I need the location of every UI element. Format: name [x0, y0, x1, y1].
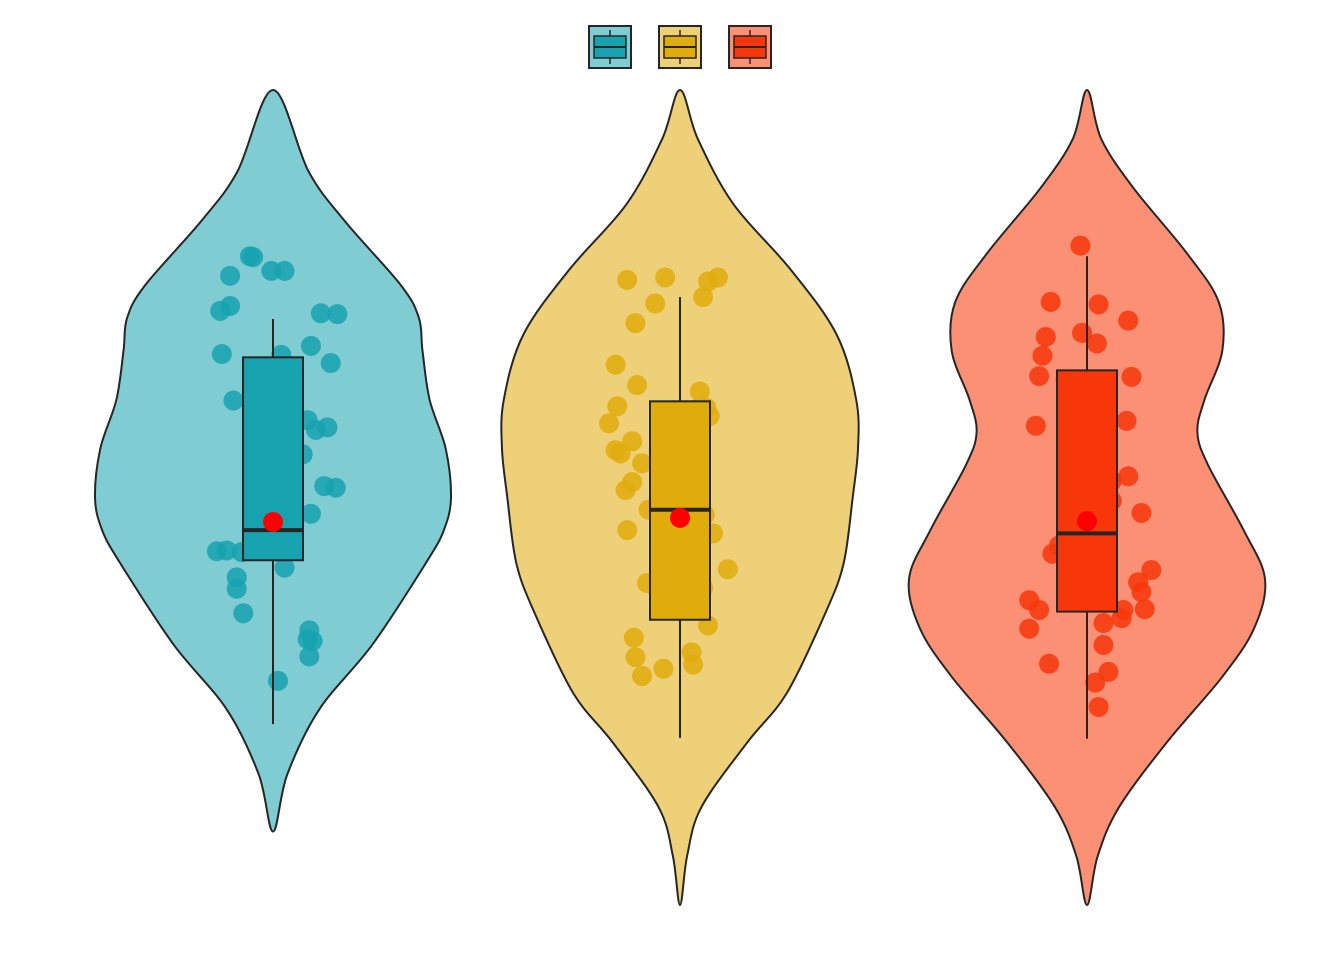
data-point: [302, 630, 323, 651]
data-point: [211, 344, 232, 365]
data-point: [605, 354, 626, 375]
data-point: [622, 431, 643, 452]
data-point: [689, 381, 710, 402]
data-point: [220, 265, 241, 286]
data-point: [632, 453, 653, 474]
data-point: [300, 503, 321, 524]
data-point: [617, 269, 638, 290]
data-point: [1019, 618, 1040, 639]
data-point: [632, 665, 653, 686]
data-point: [655, 267, 676, 288]
data-point: [681, 642, 702, 663]
data-point: [1086, 333, 1107, 354]
data-point: [1088, 696, 1109, 717]
data-point: [625, 647, 646, 668]
data-point: [1025, 415, 1046, 436]
data-point: [1070, 235, 1091, 256]
data-point: [243, 247, 264, 268]
data-point: [623, 627, 644, 648]
data-point: [1029, 366, 1050, 387]
data-point: [210, 300, 231, 321]
data-point: [1032, 345, 1053, 366]
violin-group-1: [93, 88, 453, 833]
data-point: [1040, 291, 1061, 312]
mean-point: [263, 511, 283, 532]
box: [1056, 369, 1118, 613]
data-point: [627, 375, 648, 396]
data-point: [327, 304, 348, 325]
data-point: [267, 670, 288, 691]
data-point: [320, 353, 341, 374]
mean-point: [670, 507, 690, 528]
data-point: [1121, 366, 1142, 387]
data-point: [325, 477, 346, 498]
legend-key-2: [658, 25, 702, 69]
data-point: [617, 520, 638, 541]
plot-panel: [93, 88, 1267, 907]
data-point: [1118, 310, 1139, 331]
data-point: [206, 541, 227, 562]
data-point: [310, 303, 331, 324]
data-point: [1113, 599, 1134, 620]
data-point: [1035, 326, 1056, 347]
data-point: [653, 658, 674, 679]
legend-key-3: [728, 25, 772, 69]
mean-point: [1077, 511, 1097, 532]
violin-group-2: [500, 88, 860, 907]
data-point: [1116, 410, 1137, 431]
data-point: [274, 557, 295, 578]
data-point: [1039, 653, 1060, 674]
data-point: [299, 646, 320, 667]
data-point: [625, 313, 646, 334]
data-point: [607, 396, 628, 417]
data-point: [233, 603, 254, 624]
data-point: [1118, 466, 1139, 487]
data-point: [300, 335, 321, 356]
data-point: [1134, 599, 1155, 620]
data-point: [1098, 661, 1119, 682]
data-point: [1141, 560, 1162, 581]
data-point: [707, 267, 728, 288]
data-point: [226, 578, 247, 599]
data-point: [599, 413, 620, 434]
data-point: [622, 472, 643, 493]
legend: [588, 25, 772, 69]
data-point: [645, 293, 666, 314]
data-point: [1128, 572, 1149, 593]
data-point: [1093, 613, 1114, 634]
data-point: [1093, 635, 1114, 656]
data-point: [1131, 502, 1152, 523]
violin-group-3: [907, 88, 1267, 907]
data-point: [717, 559, 738, 580]
data-point: [1088, 294, 1109, 315]
data-point: [1029, 599, 1050, 620]
data-point: [274, 260, 295, 281]
data-point: [693, 287, 714, 308]
data-point: [317, 417, 338, 438]
legend-key-1: [588, 25, 632, 69]
data-point: [223, 390, 244, 411]
